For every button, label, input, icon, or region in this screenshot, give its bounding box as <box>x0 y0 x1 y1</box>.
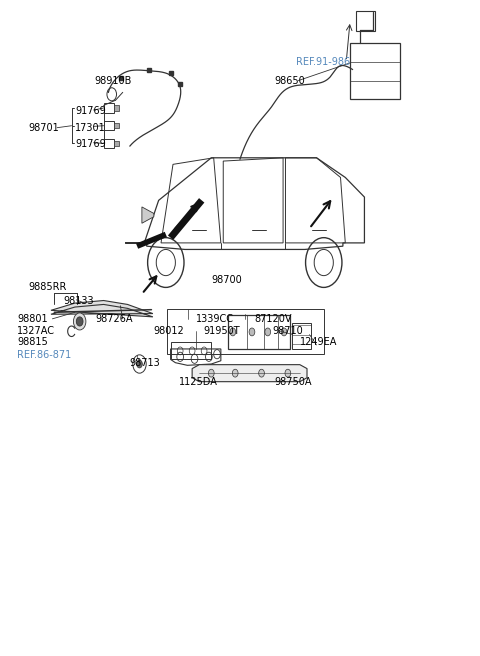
Text: 98726A: 98726A <box>96 314 133 324</box>
Text: 1249EA: 1249EA <box>300 337 338 348</box>
Text: 91950T: 91950T <box>204 325 240 336</box>
Text: 17301: 17301 <box>75 123 106 133</box>
Bar <box>228 315 290 349</box>
Circle shape <box>259 369 264 377</box>
Text: 98801: 98801 <box>17 314 48 324</box>
Bar <box>170 342 211 359</box>
Circle shape <box>249 328 255 336</box>
Text: 9885RR: 9885RR <box>28 283 67 293</box>
Text: 98713: 98713 <box>129 358 160 369</box>
Text: 98701: 98701 <box>28 123 59 133</box>
Text: 98133: 98133 <box>63 295 94 306</box>
Circle shape <box>265 328 271 336</box>
Polygon shape <box>192 365 307 382</box>
Circle shape <box>73 313 86 330</box>
Polygon shape <box>142 207 154 223</box>
Text: 91769: 91769 <box>75 106 106 116</box>
Text: 1125DA: 1125DA <box>179 377 217 386</box>
Text: 91769: 91769 <box>75 139 106 149</box>
Text: 98750A: 98750A <box>275 377 312 386</box>
Text: 87120V: 87120V <box>254 314 292 324</box>
Text: 98650: 98650 <box>275 75 305 85</box>
Circle shape <box>230 328 236 336</box>
Bar <box>114 106 119 111</box>
Circle shape <box>137 360 143 368</box>
Bar <box>114 123 119 129</box>
Circle shape <box>232 369 238 377</box>
Text: 1339CC: 1339CC <box>196 314 234 324</box>
Text: 98700: 98700 <box>211 275 242 285</box>
Text: 1327AC: 1327AC <box>17 325 56 336</box>
Bar <box>104 104 114 113</box>
Text: 98815: 98815 <box>17 337 48 348</box>
Circle shape <box>281 328 287 336</box>
Polygon shape <box>51 300 153 317</box>
Text: 98012: 98012 <box>153 325 184 336</box>
Text: REF.86-871: REF.86-871 <box>17 350 72 361</box>
Bar <box>350 43 400 99</box>
Circle shape <box>208 369 214 377</box>
Text: REF.91-986: REF.91-986 <box>297 56 350 66</box>
Bar <box>104 121 114 131</box>
Bar <box>292 323 311 349</box>
Text: 98910B: 98910B <box>94 75 132 85</box>
Circle shape <box>285 369 291 377</box>
Circle shape <box>76 317 83 326</box>
Text: 98710: 98710 <box>273 325 303 336</box>
Bar <box>356 10 375 31</box>
Bar <box>114 141 119 146</box>
Bar <box>104 139 114 148</box>
Bar <box>167 309 324 354</box>
